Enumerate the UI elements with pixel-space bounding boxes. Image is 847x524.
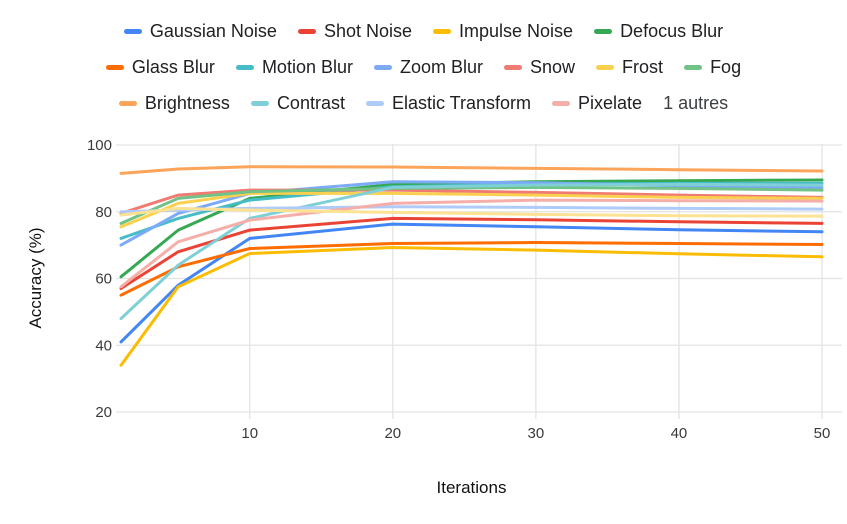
y-tick-label: 40: [95, 337, 112, 354]
legend-item-label: Gaussian Noise: [149, 20, 277, 41]
series-line-brightness: [119, 165, 824, 175]
x-tick-label: 50: [814, 425, 831, 442]
legend-swatch-icon: [250, 100, 269, 106]
legend-item-zoom-blur[interactable]: Zoom Blur: [373, 56, 484, 78]
legend-item-label: Brightness: [144, 92, 230, 113]
y-tick-label: 80: [95, 204, 112, 221]
legend-swatch-icon: [118, 100, 137, 106]
legend-item-fog[interactable]: Fog: [684, 57, 741, 78]
legend-item-elastic-transform[interactable]: Elastic Transform: [365, 92, 532, 114]
series-line-elastic-transform: [119, 205, 824, 214]
x-tick-label: 30: [528, 425, 545, 442]
y-tick-label: 100: [87, 137, 112, 154]
legend-swatch-icon: [297, 28, 316, 34]
legend-row-2: Glass Blur Motion Blur Zoom Blur Snow Frost F…: [0, 49, 847, 85]
legend-swatch-icon: [235, 64, 254, 70]
legend-swatch-icon: [504, 64, 523, 70]
series-line-pixelate: [119, 198, 824, 289]
series-line-frost: [119, 191, 824, 229]
legend-item-brightness[interactable]: Brightness: [118, 92, 230, 114]
x-tick-label: 20: [384, 425, 401, 442]
legend-item-label: Shot Noise: [323, 20, 413, 41]
series-line-contrast: [119, 182, 824, 321]
legend-overflow-label[interactable]: 1 autres: [663, 92, 729, 113]
series-line-defocus-blur: [119, 178, 824, 279]
x-tick-label: 10: [241, 425, 258, 442]
legend-swatch-icon: [123, 28, 142, 34]
legend-item-label: Contrast: [276, 92, 345, 113]
legend-item-frost[interactable]: Frost: [596, 57, 663, 78]
legend-item-label: Elastic Transform: [391, 92, 532, 113]
legend-item-snow[interactable]: Snow: [504, 57, 575, 78]
legend-item-impulse-noise[interactable]: Impulse Noise: [433, 21, 573, 42]
legend-swatch-icon: [594, 28, 613, 34]
legend-item-label: Impulse Noise: [459, 20, 574, 41]
legend-item-label: Pixelate: [578, 92, 643, 113]
legend-item-label: Snow: [530, 56, 576, 77]
legend-item-motion-blur[interactable]: Motion Blur: [235, 56, 353, 78]
legend-swatch-icon: [105, 64, 124, 70]
legend-swatch-icon: [365, 100, 384, 106]
legend-item-label: Frost: [622, 56, 664, 77]
series-line-1-autres: [119, 206, 824, 218]
legend-item-gaussian-noise[interactable]: Gaussian Noise: [123, 20, 277, 42]
series-line-shot-noise: [119, 216, 824, 290]
legend-item-glass-blur[interactable]: Glass Blur: [105, 56, 215, 78]
legend-item-label: Glass Blur: [131, 56, 215, 77]
series-line-impulse-noise: [119, 246, 824, 367]
legend-row-3: Brightness Contrast Elastic Transform Pixel…: [0, 85, 847, 121]
legend-swatch-icon: [373, 64, 392, 70]
legend-item-shot-noise[interactable]: Shot Noise: [297, 20, 413, 42]
legend-item-label: Fog: [710, 56, 742, 77]
legend-item-pixelate[interactable]: Pixelate: [552, 93, 642, 114]
y-axis-title: Accuracy (%): [26, 227, 45, 329]
x-axis-title: Iterations: [436, 478, 507, 497]
legend-row-1: Gaussian Noise Shot Noise Impulse Noise Def…: [0, 13, 847, 49]
legend-item-contrast[interactable]: Contrast: [250, 92, 345, 114]
legend-swatch-icon: [596, 64, 615, 70]
legend-item-defocus-blur[interactable]: Defocus Blur: [594, 21, 723, 42]
legend-swatch-icon: [433, 28, 452, 34]
legend-item-label: Zoom Blur: [399, 56, 484, 77]
legend-item-label: Motion Blur: [261, 56, 353, 77]
x-tick-label: 40: [671, 425, 688, 442]
series-line-snow: [119, 188, 824, 215]
legend-swatch-icon: [552, 100, 571, 106]
y-tick-label: 20: [95, 404, 112, 421]
chart-legend: Gaussian Noise Shot Noise Impulse Noise Def…: [0, 13, 847, 121]
legend-swatch-icon: [684, 64, 703, 70]
legend-item-label: Defocus Blur: [620, 20, 724, 41]
y-tick-label: 60: [95, 271, 112, 288]
